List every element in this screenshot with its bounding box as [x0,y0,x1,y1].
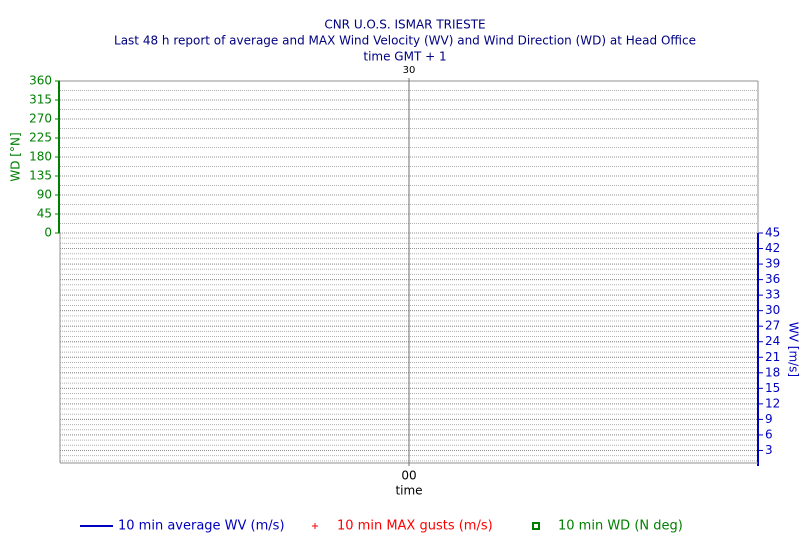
y2-tick-label: 18 [765,365,780,379]
y-tick-label: 180 [29,150,52,164]
y-tick-label: 315 [29,93,52,107]
y2-tick-label: 15 [765,381,780,395]
y2-tick-label: 21 [765,350,780,364]
x-axis-label: time [395,484,422,498]
y2-tick-label: 42 [765,241,780,255]
y2-tick-label: 45 [765,226,780,240]
y-tick-label: 135 [29,169,52,183]
y-tick-label: 225 [29,131,52,145]
y-tick-label: 360 [29,74,52,88]
y-axis-label: WD [°N] [9,132,23,181]
x-tick-label: 00 [401,469,416,483]
legend-swatch [532,522,540,530]
chart-subtitle: time GMT + 1 [363,50,446,64]
y-tick-label: 270 [29,112,52,126]
legend-label: 10 min average WV (m/s) [118,519,285,534]
y2-tick-label: 30 [765,303,780,317]
y2-tick-label: 39 [765,257,780,271]
y-tick-label: 0 [44,226,52,240]
y2-tick-label: 9 [765,412,773,426]
y2-tick-label: 36 [765,272,780,286]
y2-tick-label: 3 [765,443,773,457]
y2-tick-label: 12 [765,396,780,410]
y2-tick-label: 24 [765,334,780,348]
legend-label: 10 min WD (N deg) [558,519,683,534]
y2-tick-label: 6 [765,427,773,441]
y-tick-label: 90 [37,188,52,202]
y2-tick-label: 33 [765,288,780,302]
chart-title: CNR U.O.S. ISMAR TRIESTE [324,18,485,32]
x-tick-label: 30 [403,65,416,76]
chart-subtitle: Last 48 h report of average and MAX Wind… [114,34,696,48]
y-axis-label: WV [m/s] [787,322,801,377]
legend-label: 10 min MAX gusts (m/s) [337,519,493,534]
y2-tick-label: 27 [765,319,780,333]
y-tick-label: 45 [37,207,52,221]
